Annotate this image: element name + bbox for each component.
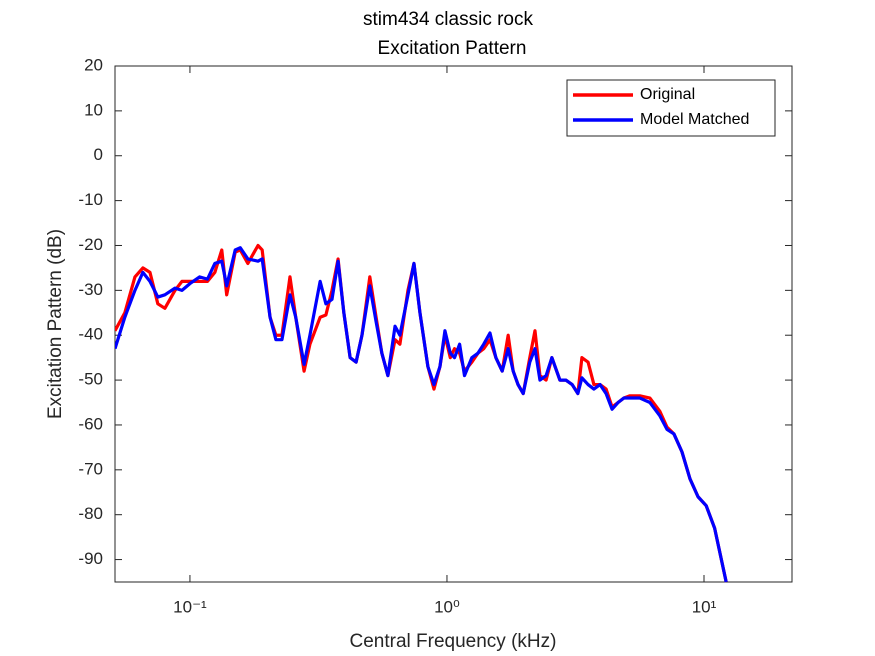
y-tick-label: -20 — [78, 235, 103, 254]
x-tick-label: 10⁰ — [434, 597, 460, 616]
legend-label: Original — [640, 86, 695, 103]
legend-box — [566, 79, 776, 137]
chart-title: stim434 classic rock — [363, 9, 533, 30]
y-axis-label: Excitation Pattern (dB) — [45, 229, 66, 419]
y-tick-label: -50 — [78, 370, 103, 389]
x-axis-label: Central Frequency (kHz) — [350, 631, 557, 652]
y-tick-label: 20 — [84, 55, 103, 74]
series-group — [115, 243, 728, 583]
y-tick-label: -80 — [78, 504, 103, 523]
y-tick-label: 0 — [94, 145, 103, 164]
axes-box — [114, 65, 793, 583]
legend-label: Model Matched — [640, 111, 749, 128]
y-tick-label: 10 — [84, 100, 103, 119]
x-tick-label: 10¹ — [692, 597, 717, 616]
series-line — [115, 246, 728, 583]
y-tick-label: -30 — [78, 280, 103, 299]
plot-area: 20 10 0 -10 -20 -30 -40 -50 -60 -70 -80 -90 10⁻¹ 10⁰ 1… — [78, 55, 792, 616]
y-tick-label: -10 — [78, 190, 103, 209]
legend: Original Model Matched — [566, 79, 776, 137]
y-tick-label: -40 — [78, 325, 103, 344]
chart-subtitle: Excitation Pattern — [378, 38, 527, 59]
x-tick-label: 10⁻¹ — [173, 597, 207, 616]
y-tick-label: -60 — [78, 414, 103, 433]
y-tick-label: -70 — [78, 459, 103, 478]
y-tick-label: -90 — [78, 549, 103, 568]
